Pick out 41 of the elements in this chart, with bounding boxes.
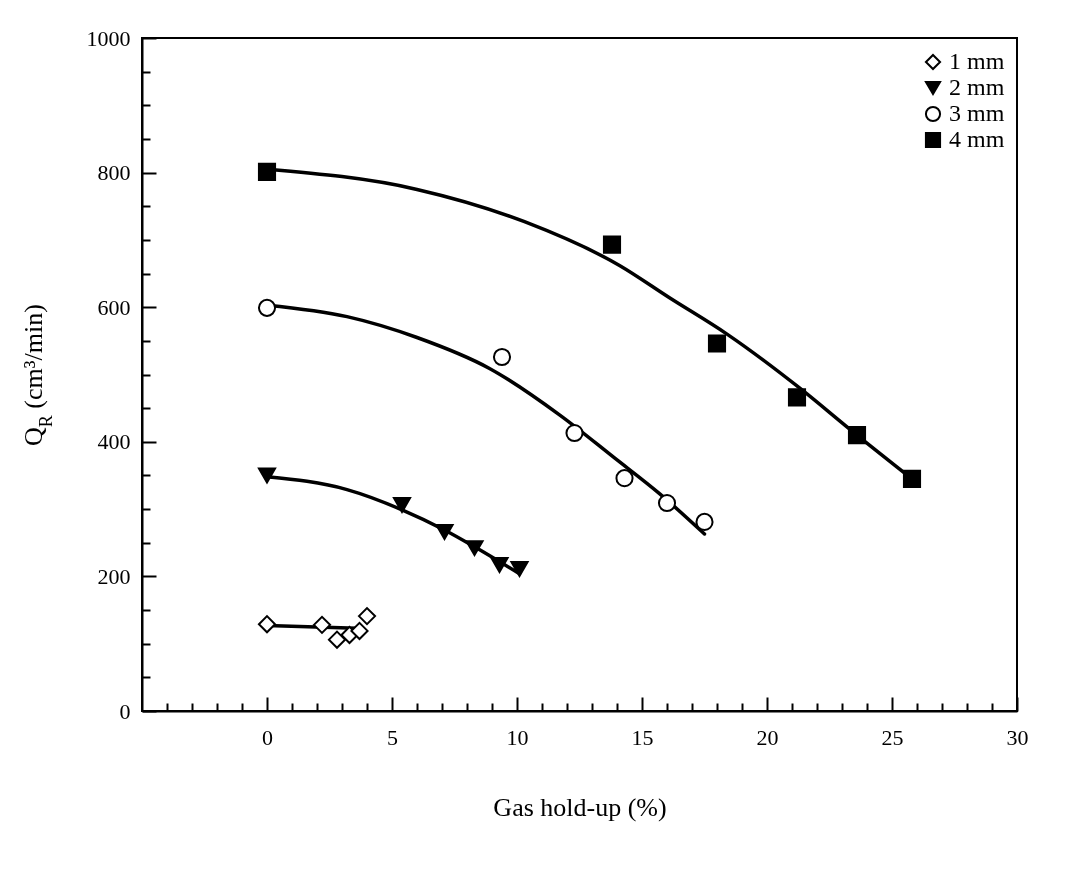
x-axis-title: Gas hold-up (%) [493,792,667,822]
x-tick-label: 15 [631,724,654,750]
legend-label: 4 mm [949,126,1005,152]
point [327,630,347,649]
point [707,334,727,353]
point [902,469,922,488]
point [257,162,277,181]
point [392,497,412,514]
x-tick-label: 10 [506,724,529,750]
point [615,469,634,488]
point [465,540,484,557]
x-tick-label: 5 [387,724,398,750]
x-tick-label: 20 [756,724,779,750]
legend-label: 3 mm [949,100,1005,126]
point [695,512,714,531]
point [847,426,867,445]
point [492,347,512,367]
point [657,494,677,513]
point [357,607,377,626]
y-tick-label: 200 [97,563,131,589]
point [312,615,332,634]
y-tick-label: 400 [97,429,131,455]
y-tick-label: 1000 [86,25,131,51]
y-tick-label: 0 [119,698,131,724]
point [602,235,622,254]
point [787,388,807,407]
point [257,467,277,484]
legend-label: 2 mm [949,74,1005,100]
point [435,524,454,540]
x-tick-label: 25 [881,724,904,750]
x-tick-label: 0 [262,724,273,750]
y-tick-label: 800 [97,160,131,186]
point [257,298,277,317]
point [257,615,277,634]
y-tick-label: 600 [97,294,131,320]
point [350,621,369,640]
point [565,424,584,443]
point [510,561,529,577]
x-tick-label: 30 [1006,724,1029,750]
legend-label: 1 mm [949,48,1005,74]
point [490,556,509,573]
